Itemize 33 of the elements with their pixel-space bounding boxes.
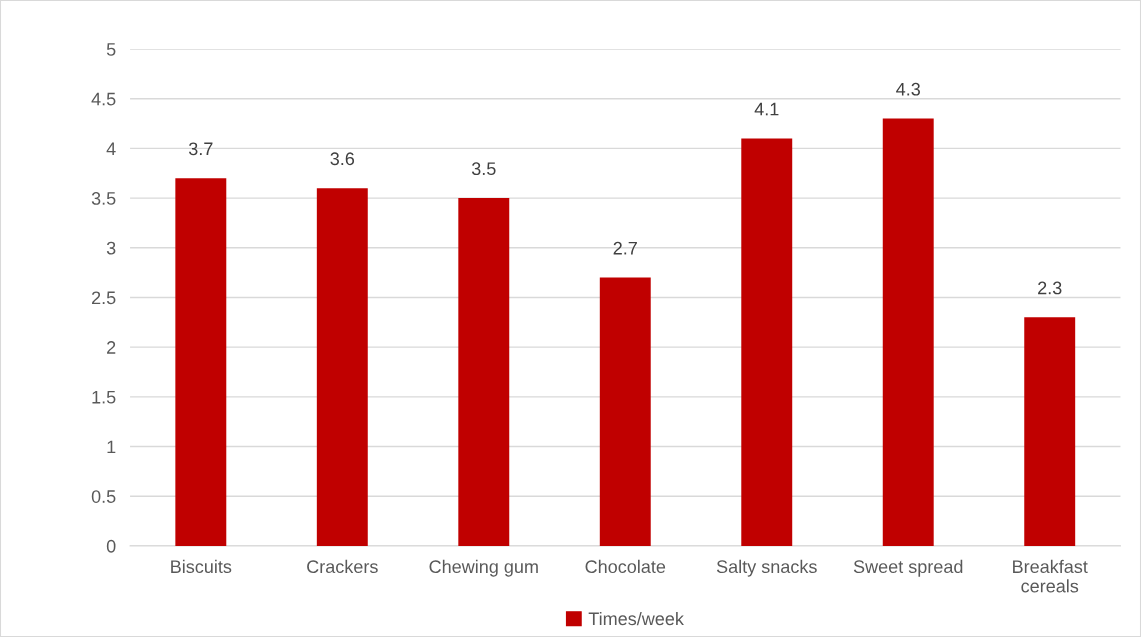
y-tick-label: 3.5	[91, 192, 116, 205]
bar	[1024, 317, 1076, 546]
y-tick-label: 3	[106, 241, 116, 255]
legend-label: Times/week	[588, 611, 684, 626]
data-label: 3.7	[188, 142, 213, 156]
data-label: 2.3	[1038, 281, 1062, 295]
x-tick-label: Chewing gum	[429, 559, 538, 577]
x-tick-label: Breakfast cereals	[1013, 559, 1088, 593]
x-tick-label: Salty snacks	[716, 559, 817, 577]
data-label: 3.5	[471, 162, 496, 176]
data-label: 4.1	[754, 102, 779, 116]
y-tick-label: 4	[106, 142, 116, 155]
y-tick-label: 2.5	[92, 291, 116, 305]
bar	[458, 198, 510, 546]
y-tick-label: 0.5	[91, 490, 116, 503]
y-tick-label: 5	[106, 43, 116, 56]
y-tick-label: 1.5	[92, 390, 116, 404]
x-tick-label: Crackers	[307, 559, 378, 574]
x-tick-label: Chocolate	[585, 559, 666, 574]
y-tick-label: 4.5	[91, 92, 116, 106]
y-tick-label: 2	[107, 341, 116, 354]
data-label: 3.6	[330, 152, 355, 166]
x-tick-label: Sweet spread	[853, 559, 963, 577]
bar	[316, 188, 368, 546]
bar	[175, 178, 227, 546]
y-tick-label: 1	[107, 440, 116, 454]
bar	[882, 118, 934, 546]
bar	[599, 277, 651, 546]
x-tick-label: Biscuits	[171, 559, 232, 574]
y-tick-label: 0	[106, 539, 116, 553]
data-label: 4.3	[896, 82, 920, 96]
data-label: 2.7	[613, 241, 637, 255]
bar	[741, 138, 793, 546]
